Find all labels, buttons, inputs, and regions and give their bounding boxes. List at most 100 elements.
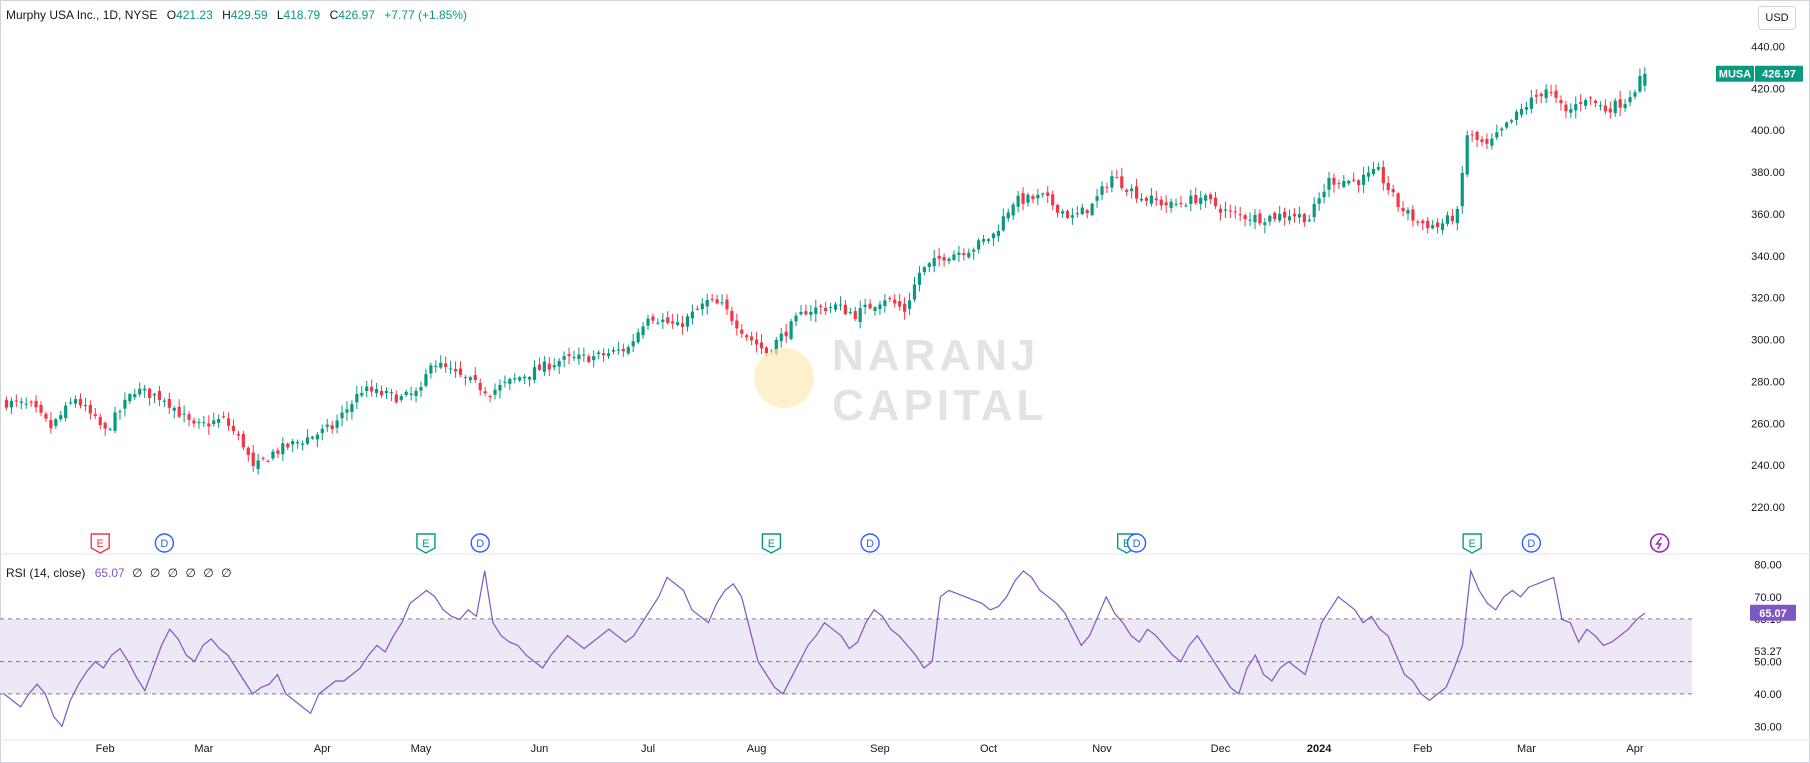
- candle-body: [1204, 195, 1208, 201]
- candle: [1312, 197, 1316, 222]
- candle: [1347, 179, 1351, 186]
- candle-body: [310, 436, 315, 439]
- candle-body: [542, 361, 546, 372]
- candle-body: [1376, 167, 1380, 170]
- candle-body: [251, 452, 255, 466]
- candle-body: [1514, 111, 1519, 120]
- rsi-value: 65.07: [94, 566, 125, 580]
- candle: [996, 224, 1000, 243]
- dividend-icon[interactable]: D: [470, 533, 490, 553]
- candle-body: [1046, 192, 1050, 196]
- candle-body: [187, 414, 191, 420]
- candle: [750, 331, 754, 346]
- candle: [478, 378, 482, 396]
- candle-body: [1001, 216, 1005, 231]
- earnings-icon[interactable]: E: [416, 533, 436, 554]
- earnings-letter: E: [1468, 538, 1475, 550]
- candle: [513, 373, 517, 384]
- candle: [419, 381, 423, 398]
- candle-body: [236, 434, 241, 436]
- dividend-letter: D: [160, 538, 168, 550]
- dividend-icon[interactable]: D: [1126, 533, 1147, 553]
- earnings-letter: E: [97, 538, 104, 550]
- candle: [1218, 204, 1223, 221]
- candle: [547, 357, 551, 377]
- dividend-icon[interactable]: D: [860, 533, 880, 553]
- candle: [1342, 174, 1346, 189]
- time-axis: Feb Mar Apr May Jun Jul Aug Sep Oct Nov Dec 2024 Feb…: [96, 743, 1644, 755]
- candle-body: [942, 257, 946, 261]
- candle: [212, 412, 216, 427]
- candle-body: [320, 428, 324, 434]
- candle: [286, 442, 290, 451]
- candle: [1603, 99, 1607, 115]
- rsi-value-badge: [1750, 604, 1796, 621]
- candle: [1460, 165, 1464, 214]
- candle-body: [1090, 203, 1094, 215]
- dividend-icon[interactable]: D: [154, 533, 175, 553]
- candle: [1223, 201, 1227, 219]
- candle: [34, 395, 38, 413]
- candle: [78, 393, 83, 409]
- price-tick-label: 360.00: [1751, 209, 1785, 221]
- candle: [606, 348, 611, 359]
- candle: [745, 333, 749, 342]
- candle-body: [29, 401, 33, 403]
- candle-body: [1317, 198, 1321, 204]
- candle-body: [1352, 179, 1356, 181]
- candle-body: [824, 307, 828, 312]
- candle: [977, 238, 981, 254]
- price-tick-label: 320.00: [1751, 293, 1785, 305]
- candle-body: [103, 422, 107, 429]
- time-tick-label: Sep: [870, 743, 890, 755]
- candle: [1243, 213, 1247, 227]
- candle-body: [1278, 213, 1282, 221]
- candle: [1371, 161, 1376, 177]
- symbol-header: Murphy USA Inc., 1D, NYSE O421.23 H429.5…: [6, 8, 467, 22]
- candle-body: [1485, 139, 1489, 144]
- candle-body: [1643, 73, 1647, 86]
- candle: [83, 397, 88, 412]
- candle-body: [315, 434, 319, 440]
- candle-body: [1396, 193, 1400, 208]
- candle-body: [64, 405, 68, 418]
- candle-body: [488, 396, 492, 398]
- candle-body: [1243, 215, 1247, 220]
- candle: [59, 411, 63, 422]
- candle: [1085, 208, 1089, 219]
- candle: [1628, 90, 1632, 107]
- split-bolt: [1655, 536, 1663, 550]
- candle: [1144, 196, 1149, 206]
- candle: [1278, 205, 1282, 223]
- earnings-icon[interactable]: E: [90, 533, 110, 554]
- candle-body: [1085, 210, 1089, 214]
- open-value: 421.23: [176, 8, 213, 22]
- rsi-label[interactable]: RSI (14, close): [6, 566, 86, 580]
- candle: [878, 300, 882, 315]
- close-label: C: [329, 8, 339, 22]
- candle-body: [1130, 188, 1134, 192]
- candle-body: [1608, 108, 1612, 113]
- symbol-text[interactable]: Murphy USA Inc., 1D, NYSE: [6, 8, 158, 22]
- dividend-icon[interactable]: D: [1521, 533, 1542, 553]
- split-icon[interactable]: [1649, 533, 1670, 553]
- candle: [893, 294, 897, 308]
- candle-body: [439, 362, 443, 368]
- candle: [1159, 195, 1163, 211]
- open-label: O: [166, 8, 177, 22]
- candle: [843, 299, 848, 316]
- candle-body: [927, 263, 931, 267]
- earnings-icon[interactable]: E: [761, 533, 782, 554]
- candle: [518, 375, 522, 383]
- candle-body: [671, 321, 675, 324]
- candle-body: [1366, 172, 1371, 177]
- currency-button[interactable]: USD: [1758, 6, 1796, 30]
- candle: [962, 247, 966, 261]
- candle-body: [1056, 204, 1060, 213]
- candle-body: [291, 441, 295, 445]
- ticker-badge-price: 426.97: [1762, 69, 1796, 81]
- earnings-icon[interactable]: E: [1462, 533, 1482, 554]
- candle: [1307, 215, 1311, 223]
